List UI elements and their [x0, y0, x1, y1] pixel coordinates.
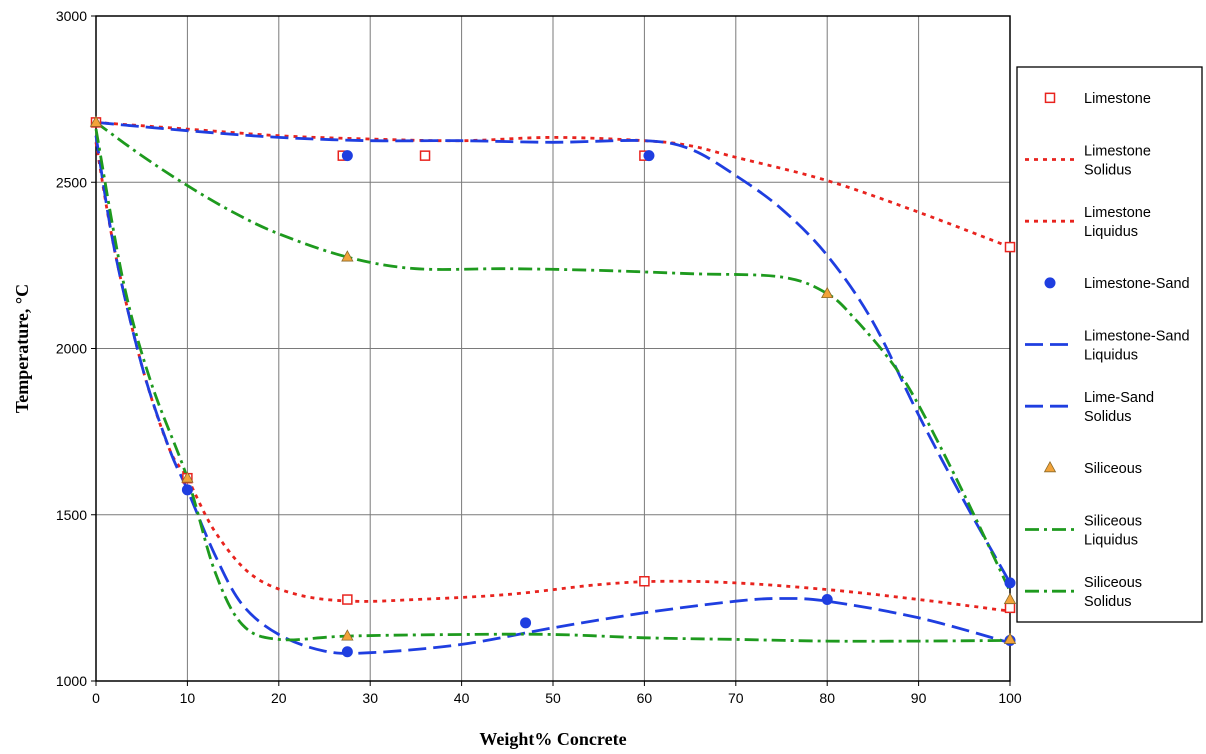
x-tick-label: 50 — [545, 690, 561, 706]
grid — [95, 15, 1011, 682]
data-point — [341, 646, 353, 658]
data-point — [520, 617, 532, 629]
y-tick-label: 3000 — [56, 8, 87, 24]
x-tick-label: 80 — [819, 690, 835, 706]
y-tick-label: 1000 — [56, 673, 87, 689]
x-tick-label: 100 — [998, 690, 1022, 706]
y-axis-title: Temperature, °C — [12, 284, 32, 413]
x-tick-label: 90 — [911, 690, 927, 706]
legend-label: Siliceous Solidus — [1084, 575, 1142, 610]
data-point — [1004, 577, 1016, 589]
legend-label: Siliceous Liquidus — [1084, 514, 1142, 549]
legend: Limestone Limestone Solidus Limestone Liquid… — [1016, 66, 1203, 623]
data-point — [639, 576, 650, 587]
x-axis-title: Weight% Concrete — [479, 729, 626, 749]
data-point — [89, 115, 103, 127]
series-line — [95, 121, 1011, 249]
series-line — [94, 142, 1011, 613]
legend-label: Limestone-Sand — [1084, 276, 1190, 292]
legend-swatch — [1044, 277, 1056, 289]
data-point — [821, 594, 833, 606]
legend-box — [1016, 66, 1203, 623]
x-tick-label: 10 — [180, 690, 196, 706]
x-tick-label: 30 — [362, 690, 378, 706]
data-point — [181, 471, 194, 483]
data-point — [1003, 592, 1017, 604]
data-point — [821, 286, 834, 299]
series-line — [95, 121, 1012, 592]
x-tick-label: 0 — [92, 690, 100, 706]
x-tick-label: 70 — [728, 690, 744, 706]
x-tick-label: 60 — [637, 690, 653, 706]
data-point — [181, 484, 193, 496]
legend-label: Lime-Sand Solidus — [1084, 390, 1154, 425]
legend-swatch — [1044, 92, 1056, 104]
data-point — [1003, 632, 1017, 644]
series-line — [95, 121, 1012, 584]
data-point — [419, 150, 431, 161]
data-point — [341, 150, 353, 162]
series-markers — [89, 115, 1017, 658]
data-point — [1004, 602, 1016, 614]
legend-label: Siliceous — [1084, 461, 1142, 477]
axes — [91, 15, 1011, 686]
data-point — [341, 250, 354, 262]
series-line — [94, 135, 1011, 655]
y-tick-label: 1500 — [56, 507, 87, 523]
data-point — [643, 150, 655, 162]
data-point — [341, 629, 354, 641]
x-tick-label: 40 — [454, 690, 470, 706]
legend-label: Limestone Liquidus — [1084, 205, 1151, 240]
x-tick-label: 20 — [271, 690, 287, 706]
legend-swatch — [1043, 461, 1057, 473]
legend-label: Limestone-Sand Liquidus — [1084, 329, 1190, 364]
legend-label: Limestone — [1084, 91, 1151, 107]
y-tick-label: 2000 — [56, 341, 87, 357]
tick-labels: 0 10 20 30 40 50 60 70 80 90 100 1000 1500 2000 2500 30… — [56, 8, 1022, 706]
y-tick-label: 2500 — [56, 174, 87, 190]
data-point — [342, 594, 353, 605]
legend-label: Limestone Solidus — [1084, 144, 1151, 179]
data-point — [1004, 241, 1016, 253]
